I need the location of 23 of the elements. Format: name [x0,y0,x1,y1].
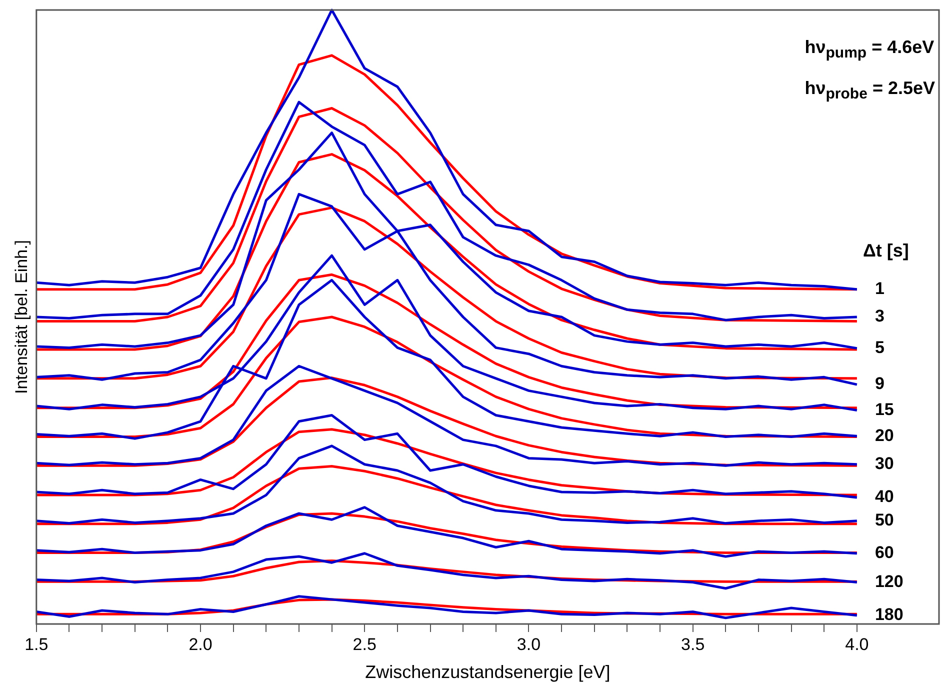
series-label: 1 [874,279,884,298]
x-axis-title: Zwischenzustandsenergie [eV] [365,662,610,682]
x-tick-label: 1.5 [24,634,48,654]
series-label: 5 [874,338,884,357]
series-label: 120 [874,572,904,591]
series-label: 40 [874,487,894,506]
series-label: 15 [874,400,894,420]
series-label: 9 [874,374,884,394]
y-axis-title: Intensität [bel. Einh.] [12,240,31,394]
series-label: 30 [874,454,894,474]
x-tick-label: 3.5 [681,634,705,654]
series-label: 50 [874,510,894,530]
series-label: 20 [874,426,894,445]
x-tick-label: 2.5 [352,634,376,654]
x-tick-label: 4.0 [845,634,869,654]
series-label: 3 [874,306,884,326]
annotation: hν$_{pump}$ = 4.6eV [804,36,935,64]
series-label: 180 [874,605,904,624]
annotation: hν$_{probe}$ = 2.5eV [804,76,935,104]
x-tick-label: 3.0 [516,634,541,654]
series-label: 60 [874,543,894,562]
legend-title: Δt [s] [862,240,909,260]
x-tick-label: 2.0 [188,634,212,654]
